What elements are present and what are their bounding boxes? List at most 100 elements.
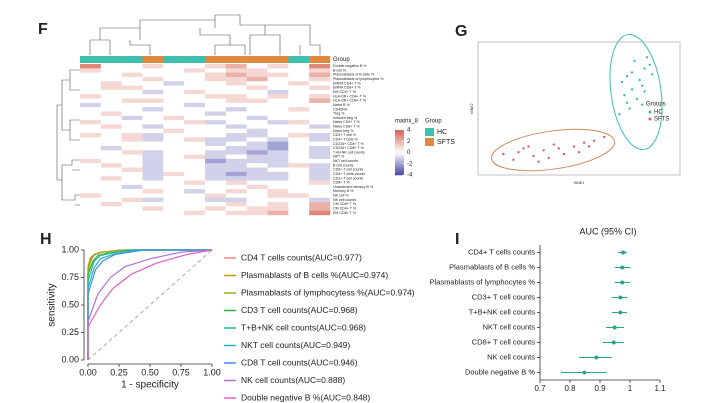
colorbar-segment bbox=[395, 134, 404, 138]
heatmap-cell bbox=[142, 76, 164, 82]
row-label: NK cell counts bbox=[333, 198, 356, 202]
heatmap-cell bbox=[80, 124, 102, 129]
heatmap-cell bbox=[225, 180, 247, 185]
legend-label: Plasmablasts of B cells %(AUC=0.974) bbox=[241, 270, 388, 280]
heatmap-cell bbox=[225, 107, 247, 112]
heatmap-cell bbox=[163, 120, 185, 125]
heatmap-cell bbox=[121, 133, 143, 138]
heatmap-cell bbox=[142, 72, 164, 78]
colorbar-label: -4 bbox=[407, 173, 413, 179]
heatmap-cell bbox=[80, 85, 102, 91]
heatmap-cell bbox=[80, 81, 102, 86]
heatmap-cell bbox=[163, 76, 185, 82]
heatmap-cell bbox=[309, 193, 331, 198]
heatmap-cell bbox=[309, 197, 331, 203]
point bbox=[557, 147, 560, 150]
heatmap-cell bbox=[205, 124, 227, 129]
heatmap-cell bbox=[121, 171, 143, 177]
heatmap-cell bbox=[309, 124, 331, 129]
legend-label: HC bbox=[437, 129, 447, 136]
heatmap-cell bbox=[142, 124, 164, 129]
heatmap-cell bbox=[267, 193, 289, 198]
point bbox=[582, 370, 587, 375]
row-label: NKT % bbox=[333, 155, 345, 159]
row-label: EM CD8+ T % bbox=[333, 211, 357, 215]
y-tick-label: CD4+ T cells counts bbox=[468, 247, 535, 256]
x-tick-label: 0.8 bbox=[564, 384, 576, 393]
point bbox=[502, 152, 505, 156]
heatmap-cell bbox=[288, 184, 310, 190]
row-label: CD226+ CD4+ T % bbox=[333, 142, 365, 146]
heatmap-cell bbox=[100, 64, 122, 69]
heatmap-cell bbox=[288, 68, 310, 73]
heatmap-cell bbox=[163, 141, 185, 147]
heatmap-cell bbox=[288, 94, 310, 99]
heatmap-cell bbox=[121, 85, 143, 91]
heatmap-cell bbox=[184, 137, 206, 142]
heatmap-cell bbox=[205, 94, 227, 99]
heatmap-cell bbox=[80, 197, 102, 203]
heatmap-cell bbox=[246, 141, 268, 147]
y-tick-label: CD8+ T cell counts bbox=[472, 337, 536, 346]
heatmap-cell bbox=[142, 189, 164, 194]
heatmap-cell bbox=[142, 193, 164, 198]
heatmap-cell bbox=[163, 64, 185, 69]
point bbox=[620, 265, 625, 270]
panel-label: F bbox=[38, 21, 48, 38]
heatmap-cell bbox=[100, 85, 122, 91]
x-axis-label: tSNE1 bbox=[574, 181, 584, 185]
heatmap-cell bbox=[100, 89, 122, 95]
heatmap-cell bbox=[288, 72, 310, 78]
heatmap-cell bbox=[142, 176, 164, 181]
heatmap-cell bbox=[121, 150, 143, 155]
heatmap-cell bbox=[163, 176, 185, 181]
colorbar-segment bbox=[395, 139, 404, 142]
heatmap-cell bbox=[121, 210, 143, 216]
heatmap-cell bbox=[246, 120, 268, 125]
heatmap-cell bbox=[80, 154, 102, 160]
heatmap-cell bbox=[267, 89, 289, 95]
heatmap-cell bbox=[309, 150, 331, 155]
point bbox=[512, 158, 515, 161]
heatmap-cell bbox=[309, 133, 331, 138]
heatmap-cell bbox=[288, 171, 310, 177]
row-label: HLA-DR+ CD4+ T % bbox=[333, 94, 367, 98]
x-tick-label: 0.75 bbox=[172, 367, 190, 377]
heatmap-cell bbox=[309, 158, 331, 164]
y-tick-label: Plasmablasts of lymphocytes % bbox=[430, 277, 536, 286]
heatmap-cell bbox=[309, 176, 331, 181]
heatmap-cell bbox=[246, 163, 268, 168]
heatmap-cell bbox=[309, 171, 331, 177]
x-tick-label: 1 bbox=[628, 384, 633, 393]
y-tick-label: 0.50 bbox=[61, 299, 79, 309]
legend-label: Plasmablasts of lymphocytess %(AUC=0.974… bbox=[241, 287, 415, 297]
heatmap-cell bbox=[288, 124, 310, 129]
heatmap-cell bbox=[205, 89, 227, 95]
heatmap-cell bbox=[121, 202, 143, 207]
heatmap-cell bbox=[163, 81, 185, 86]
heatmap-cell bbox=[288, 85, 310, 91]
heatmap-cell bbox=[163, 150, 185, 155]
heatmap-cell bbox=[205, 98, 227, 104]
heatmap-cell bbox=[288, 197, 310, 203]
heatmap-cell bbox=[267, 141, 289, 147]
heatmap-cell bbox=[142, 206, 164, 211]
heatmap-cell bbox=[100, 206, 122, 211]
row-label: B cell counts bbox=[333, 163, 354, 167]
heatmap-cell bbox=[142, 171, 164, 177]
heatmap-cell bbox=[184, 64, 206, 69]
heatmap-cell bbox=[205, 133, 227, 138]
heatmap-cell bbox=[225, 154, 247, 160]
heatmap-cell bbox=[163, 197, 185, 203]
heatmap-cell bbox=[288, 150, 310, 155]
heatmap-cell bbox=[184, 202, 206, 207]
heatmap-cell bbox=[184, 193, 206, 198]
heatmap-cell bbox=[205, 197, 227, 203]
heatmap-cell bbox=[267, 76, 289, 82]
point bbox=[542, 149, 545, 152]
heatmap-cell bbox=[288, 76, 310, 82]
heatmap-cell bbox=[100, 176, 122, 181]
heatmap-cell bbox=[100, 124, 122, 129]
heatmap-cell bbox=[205, 176, 227, 181]
point bbox=[651, 73, 654, 76]
